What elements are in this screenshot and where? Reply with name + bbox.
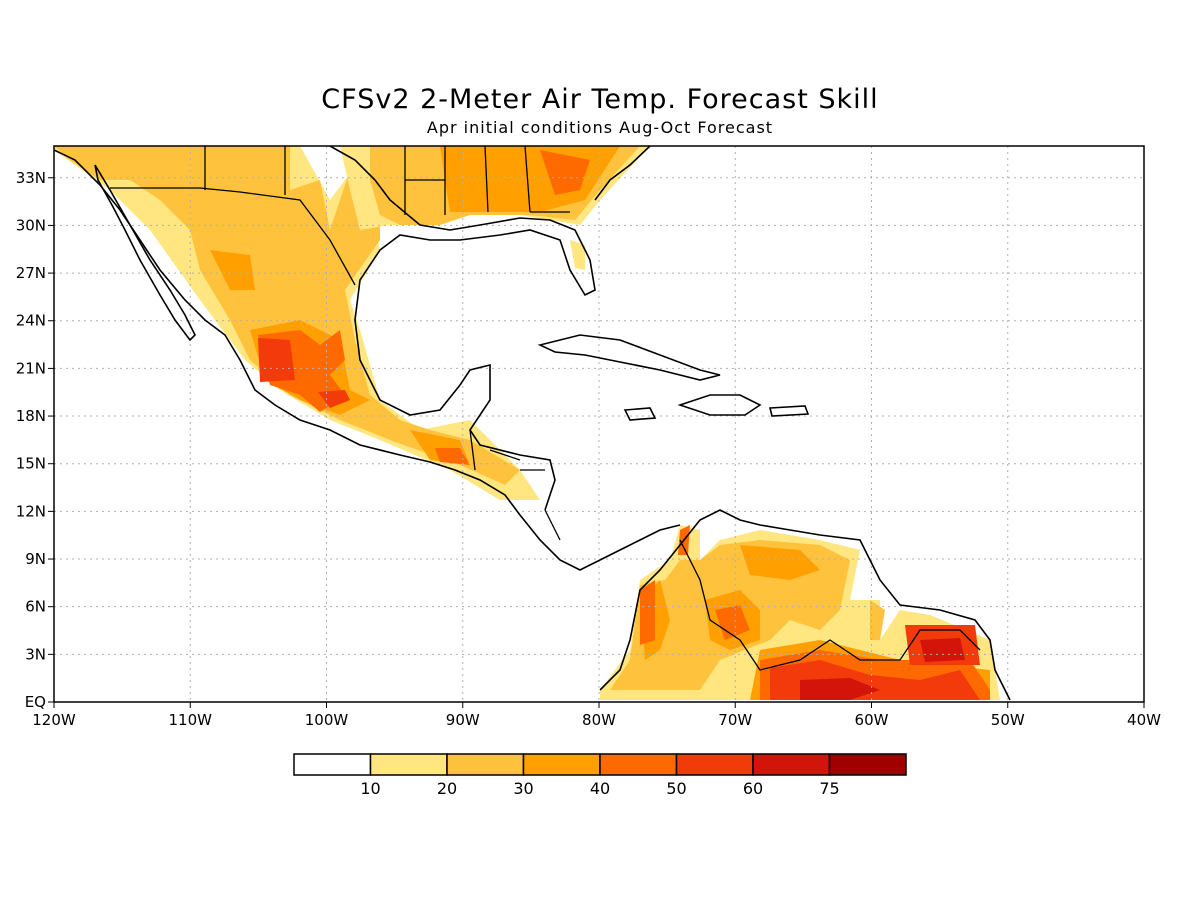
skill-shading: [54, 146, 1000, 700]
lon-tick-label: 60W: [855, 711, 889, 729]
coastline-jamaica: [623, 407, 657, 421]
colorbar-label: 20: [437, 779, 457, 798]
coastline-atlantic-us: [594, 146, 651, 201]
coastline-puerto-rico: [768, 405, 810, 417]
colorbar-swatch: [599, 753, 678, 776]
lat-tick-label: 27N: [16, 264, 46, 282]
lat-tick-label: 12N: [16, 502, 46, 520]
skill-region-mexico-50: [258, 330, 470, 465]
colorbar-swatch: [828, 753, 907, 776]
lat-tick-label: 30N: [16, 216, 46, 234]
lat-tick-label: 6N: [25, 598, 46, 616]
colorbar-label: 30: [513, 779, 533, 798]
colorbar-swatch: [522, 753, 601, 776]
country-borders: [110, 146, 981, 671]
lat-tick-label: 9N: [25, 550, 46, 568]
colorbar-swatch: [675, 753, 754, 776]
coastline-baja: [94, 164, 196, 342]
lat-tick-label: 3N: [25, 645, 46, 663]
colorbar-label: 75: [819, 779, 839, 798]
border-us-states: [204, 146, 570, 215]
coastline-pacific-mexico: [54, 149, 681, 571]
coastlines: [54, 146, 1011, 701]
skill-region-mexico-30: [54, 146, 520, 485]
colorbar-label: 40: [590, 779, 610, 798]
coastline-gulf: [329, 146, 596, 511]
lon-tick-label: 50W: [991, 711, 1025, 729]
colorbar-swatch: [293, 753, 372, 776]
colorbar-label: 60: [743, 779, 763, 798]
lon-tick-label: 100W: [305, 711, 349, 729]
lat-tick-label: 18N: [16, 407, 46, 425]
colorbar-swatch: [446, 753, 525, 776]
lat-tick-label: 33N: [16, 169, 46, 187]
map-subtitle: Apr initial conditions Aug-Oct Forecast: [426, 118, 774, 137]
coastline-hispaniola: [677, 394, 762, 416]
map-title: CFSv2 2-Meter Air Temp. Forecast Skill: [321, 84, 879, 115]
border-central-america: [469, 429, 561, 541]
skill-region-mexico-60: [258, 338, 350, 408]
lon-tick-label: 120W: [32, 711, 76, 729]
border-south-america: [679, 539, 981, 671]
skill-region-sa-75: [800, 638, 965, 700]
coastline-south-america: [599, 509, 1011, 701]
colorbar-swatch: [369, 753, 448, 776]
lat-tick-label: 24N: [16, 312, 46, 330]
lon-tick-label: 90W: [446, 711, 480, 729]
colorbar-swatch: [752, 753, 831, 776]
skill-region-usa-50: [540, 150, 590, 195]
longitude-axis: 120W 110W 100W 90W 80W 70W 60W 50W 40W: [32, 702, 1161, 729]
colorbar-label: 50: [666, 779, 686, 798]
latitude-axis: EQ 3N 6N 9N 12N 15N 18N 21N 24N 27N 30N 33N: [16, 169, 54, 711]
border-us-mexico: [110, 187, 356, 286]
lat-tick-label: 21N: [16, 359, 46, 377]
coastline-cuba: [537, 334, 721, 381]
lon-tick-label: 110W: [169, 711, 213, 729]
map-gridlines: [54, 146, 1144, 702]
lat-tick-label: 15N: [16, 455, 46, 473]
lon-tick-label: 80W: [582, 711, 616, 729]
lon-tick-label: 40W: [1127, 711, 1161, 729]
colorbar: 10 20 30 40 50 60 75: [293, 753, 907, 798]
lat-tick-label: EQ: [25, 693, 46, 711]
lon-tick-label: 70W: [718, 711, 752, 729]
colorbar-label: 10: [360, 779, 380, 798]
